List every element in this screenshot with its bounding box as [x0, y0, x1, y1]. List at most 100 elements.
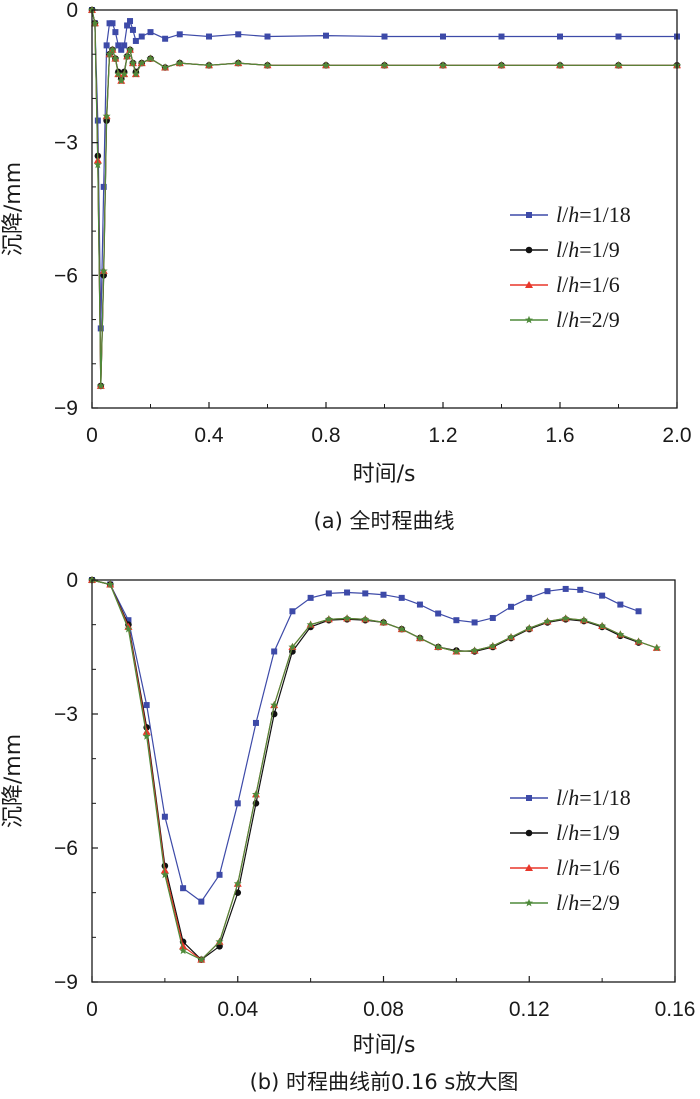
data-point: [270, 700, 279, 709]
legend-label: l/h=2/9: [556, 890, 620, 915]
data-point: [234, 58, 243, 67]
legend-label-part: /: [562, 855, 569, 880]
data-point: [118, 46, 125, 53]
data-point: [599, 592, 606, 599]
series-line: [91, 9, 677, 386]
legend-label-part: =1/6: [579, 855, 620, 880]
chart-a-xlabel: 时间/s: [353, 462, 416, 487]
legend-label-part: l: [556, 272, 562, 297]
data-point: [160, 870, 169, 879]
data-point: [440, 33, 446, 40]
data-point: [216, 871, 223, 878]
data-point: [124, 22, 131, 29]
data-point: [498, 33, 505, 40]
data-point: [488, 641, 497, 650]
legend-label: l/h=1/9: [556, 820, 620, 845]
data-point: [215, 937, 224, 946]
data-point: [415, 633, 424, 642]
data-point: [142, 727, 151, 735]
legend-entry: l/h=2/9: [510, 890, 620, 915]
legend-marker: [525, 281, 533, 288]
data-point: [380, 591, 387, 598]
legend-label-part: =1/18: [579, 785, 631, 810]
data-point: [379, 618, 388, 626]
legend-marker: [525, 898, 533, 907]
data-point: [544, 588, 551, 595]
data-point: [132, 37, 139, 44]
data-point: [106, 580, 115, 588]
data-point: [324, 615, 333, 623]
legend-marker: [525, 864, 533, 871]
chart-b-marks: [88, 575, 661, 964]
x-tick-label: 0: [86, 424, 98, 447]
data-point: [380, 61, 389, 69]
data-point: [99, 266, 108, 275]
legend-label-part: l: [556, 855, 562, 880]
data-point: [121, 42, 128, 49]
legend-label-part: l: [556, 890, 562, 915]
legend-marker: [525, 246, 533, 254]
data-point: [452, 647, 461, 655]
data-point: [526, 594, 533, 601]
data-point: [306, 620, 315, 629]
data-point: [117, 76, 126, 85]
data-point: [271, 648, 278, 655]
data-point: [489, 614, 496, 621]
legend-marker: [525, 315, 533, 324]
data-point: [634, 637, 643, 645]
legend-label-part: /: [562, 272, 569, 297]
data-point: [123, 52, 132, 60]
data-point: [115, 42, 122, 49]
data-point: [124, 624, 133, 633]
data-point: [205, 61, 213, 69]
chart-b-plot-frame: [91, 579, 676, 983]
data-point: [543, 617, 552, 625]
data-point: [233, 879, 242, 888]
data-point: [325, 590, 332, 597]
data-point: [617, 601, 624, 608]
data-point: [361, 615, 370, 623]
data-point: [598, 621, 607, 630]
data-point: [614, 61, 623, 69]
data-point: [435, 610, 442, 617]
data-point: [561, 614, 570, 622]
legend-label: l/h=1/18: [556, 202, 631, 227]
data-point: [161, 813, 168, 820]
data-point: [288, 642, 297, 651]
data-point: [109, 20, 116, 27]
data-point: [322, 61, 330, 69]
chart-a-ticks: 0 0.4 0.8 1.2 1.6 2.0 0 −3 −6 −9: [54, 0, 692, 447]
data-point: [179, 946, 188, 955]
legend-label: l/h=1/6: [556, 855, 620, 880]
data-point: [90, 19, 99, 27]
data-point: [146, 54, 155, 62]
y-tick-label: −3: [54, 703, 78, 726]
data-point: [470, 646, 479, 654]
data-point: [557, 33, 563, 40]
data-point: [234, 800, 241, 807]
legend-label-part: =1/6: [579, 272, 620, 297]
data-point: [129, 58, 137, 67]
legend-label: l/h=1/6: [556, 272, 620, 297]
series-line: [91, 579, 639, 903]
y-tick-label: 0: [66, 0, 78, 22]
data-point: [102, 111, 111, 120]
data-point: [180, 885, 187, 892]
legend-entry: l/h=1/6: [510, 272, 620, 297]
legend-marker: [525, 829, 533, 837]
legend-entry: l/h=1/18: [510, 785, 631, 810]
data-point: [131, 69, 140, 78]
data-point: [125, 617, 132, 624]
data-point: [323, 32, 329, 39]
chart-a-title: (a) 全时程曲线: [314, 509, 455, 533]
data-point: [93, 160, 102, 169]
data-point: [252, 719, 259, 726]
data-point: [556, 61, 564, 69]
data-point: [453, 617, 460, 624]
chart-b-ylabel: 沉降/mm: [1, 734, 26, 828]
data-point: [114, 69, 123, 78]
chart-a-marks: [88, 5, 681, 390]
legend-entry: l/h=1/18: [510, 202, 631, 227]
legend-label-part: l: [556, 237, 562, 262]
